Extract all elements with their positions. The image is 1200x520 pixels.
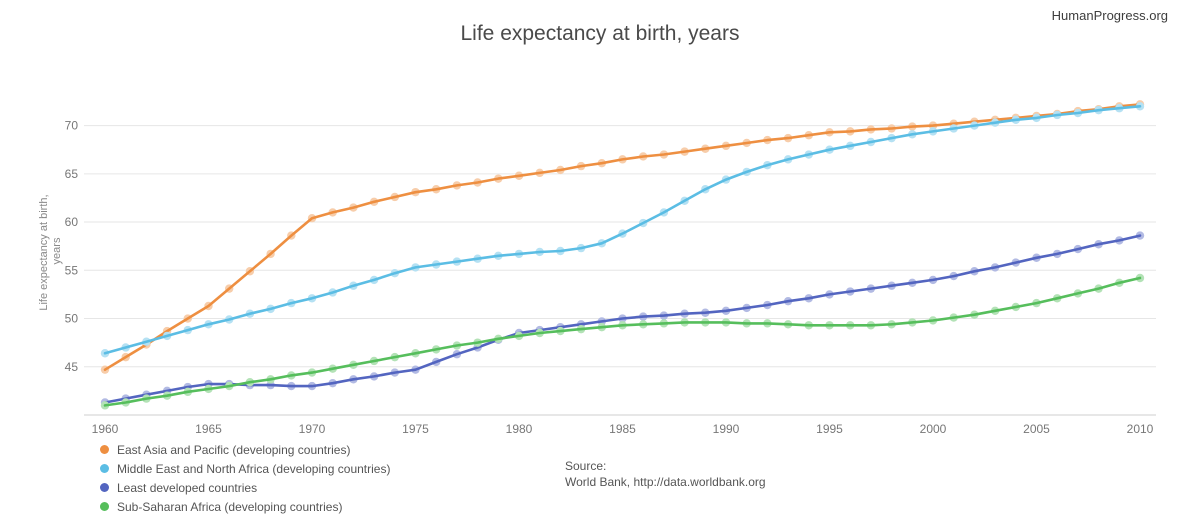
- legend-label: Sub-Saharan Africa (developing countries…: [117, 499, 343, 514]
- svg-text:1960: 1960: [92, 422, 119, 436]
- svg-text:70: 70: [65, 119, 79, 133]
- svg-text:1965: 1965: [195, 422, 222, 436]
- svg-text:45: 45: [65, 360, 79, 374]
- svg-text:1995: 1995: [816, 422, 843, 436]
- svg-text:55: 55: [65, 263, 79, 277]
- legend-dot-sub-saharan: [100, 502, 109, 511]
- legend: East Asia and Pacific (developing countr…: [100, 440, 390, 516]
- legend-dot-east-asia: [100, 445, 109, 454]
- legend-item-east-asia[interactable]: East Asia and Pacific (developing countr…: [100, 440, 390, 459]
- legend-item-mena[interactable]: Middle East and North Africa (developing…: [100, 459, 390, 478]
- svg-text:2000: 2000: [920, 422, 947, 436]
- legend-label: East Asia and Pacific (developing countr…: [117, 442, 351, 457]
- legend-item-sub-saharan[interactable]: Sub-Saharan Africa (developing countries…: [100, 497, 390, 516]
- data-series: [100, 100, 1145, 410]
- source-label: Source:: [565, 459, 607, 473]
- svg-text:1985: 1985: [609, 422, 636, 436]
- svg-text:2005: 2005: [1023, 422, 1050, 436]
- svg-text:1980: 1980: [506, 422, 533, 436]
- svg-text:60: 60: [65, 215, 79, 229]
- legend-label: Least developed countries: [117, 480, 258, 495]
- source-attribution: Source: World Bank, http://data.worldban…: [565, 458, 766, 490]
- source-line: World Bank, http://data.worldbank.org: [565, 475, 766, 489]
- y-axis-title: Life expectancy at birth, years: [38, 191, 63, 310]
- legend-dot-mena: [100, 464, 109, 473]
- svg-text:2010: 2010: [1127, 422, 1154, 436]
- svg-text:1990: 1990: [713, 422, 740, 436]
- legend-label: Middle East and North Africa (developing…: [117, 461, 391, 476]
- series-sub-saharan-africa-developing-countries-: [100, 273, 1145, 410]
- humanprogress-watermark: HumanProgress.org: [1051, 8, 1168, 23]
- svg-text:65: 65: [65, 167, 79, 181]
- chart-title: Life expectancy at birth, years: [460, 22, 740, 45]
- svg-text:1975: 1975: [402, 422, 429, 436]
- legend-item-least-developed[interactable]: Least developed countries: [100, 478, 390, 497]
- series-middle-east-and-north-africa-developing-countries-: [100, 102, 1145, 358]
- axis-labels: 45 50 55 60 65 70 1960 1965 1970 1975 1980 1985 1990…: [65, 119, 1154, 436]
- svg-text:50: 50: [65, 312, 79, 326]
- svg-text:1970: 1970: [299, 422, 326, 436]
- legend-dot-least-developed: [100, 483, 109, 492]
